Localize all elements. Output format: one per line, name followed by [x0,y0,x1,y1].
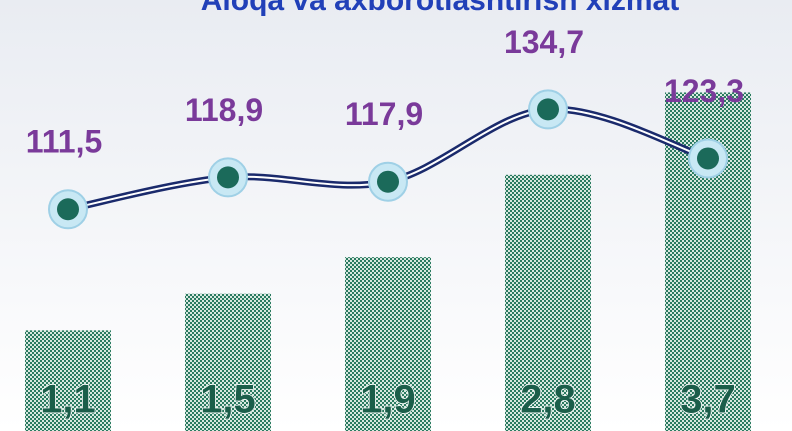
chart-title: Aloqa va axborotlashtirish xizmat [201,0,679,17]
bar-value-label: 1,5 [200,378,256,422]
bar [25,330,111,431]
marker [217,166,239,189]
marker [537,98,559,121]
bar [345,257,431,431]
bar-value-label: 3,7 [680,378,736,422]
line-value-label: 111,5 [26,124,103,160]
line-value-label: 134,7 [504,24,584,60]
line-value-label: 118,9 [185,92,263,128]
bar-value-label: 1,1 [40,378,96,422]
bar-value-label: 1,9 [360,378,416,422]
line-value-label: 123,3 [664,73,744,109]
bar-value-label: 2,8 [520,378,576,422]
bar [185,293,271,431]
bar [505,174,591,431]
marker [57,198,79,221]
line-value-label: 117,9 [345,96,423,132]
marker [697,147,719,170]
marker [377,170,399,193]
